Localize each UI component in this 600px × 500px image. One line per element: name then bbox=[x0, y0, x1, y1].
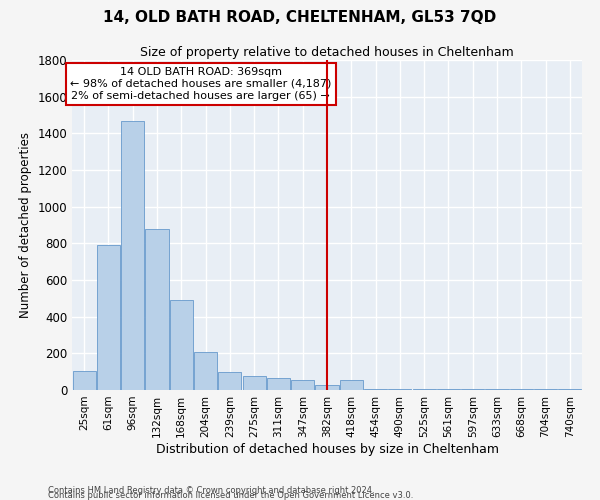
Bar bbox=[388, 389, 412, 390]
Bar bbox=[73, 371, 95, 390]
Y-axis label: Number of detached properties: Number of detached properties bbox=[19, 132, 32, 318]
Bar bbox=[316, 386, 338, 390]
X-axis label: Distribution of detached houses by size in Cheltenham: Distribution of detached houses by size … bbox=[155, 442, 499, 456]
Bar bbox=[559, 389, 581, 390]
Bar bbox=[340, 380, 363, 390]
Text: 14 OLD BATH ROAD: 369sqm
← 98% of detached houses are smaller (4,187)
2% of semi: 14 OLD BATH ROAD: 369sqm ← 98% of detach… bbox=[70, 68, 331, 100]
Bar bbox=[364, 389, 387, 390]
Bar bbox=[291, 380, 314, 390]
Bar bbox=[97, 245, 120, 390]
Bar bbox=[194, 352, 217, 390]
Bar bbox=[145, 228, 169, 390]
Bar bbox=[437, 389, 460, 390]
Bar bbox=[218, 372, 241, 390]
Bar bbox=[461, 389, 484, 390]
Bar bbox=[534, 389, 557, 390]
Bar bbox=[485, 389, 509, 390]
Text: Contains public sector information licensed under the Open Government Licence v3: Contains public sector information licen… bbox=[48, 491, 413, 500]
Bar bbox=[267, 378, 290, 390]
Title: Size of property relative to detached houses in Cheltenham: Size of property relative to detached ho… bbox=[140, 46, 514, 59]
Bar bbox=[510, 389, 533, 390]
Bar bbox=[242, 376, 266, 390]
Text: Contains HM Land Registry data © Crown copyright and database right 2024.: Contains HM Land Registry data © Crown c… bbox=[48, 486, 374, 495]
Text: 14, OLD BATH ROAD, CHELTENHAM, GL53 7QD: 14, OLD BATH ROAD, CHELTENHAM, GL53 7QD bbox=[103, 10, 497, 25]
Bar bbox=[413, 389, 436, 390]
Bar bbox=[121, 120, 144, 390]
Bar bbox=[170, 300, 193, 390]
